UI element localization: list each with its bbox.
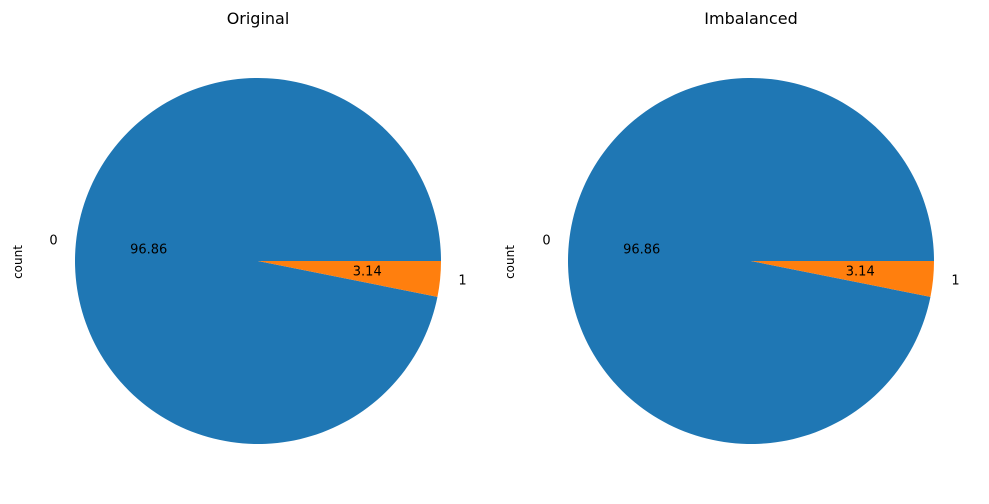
slice-percent-label: 96.86 bbox=[130, 243, 167, 258]
pie-slice-0 bbox=[568, 77, 934, 444]
pie-slice-0 bbox=[74, 77, 442, 444]
slice-category-label: 0 bbox=[49, 234, 57, 249]
pie-slices-imbalanced: 0 96.86 1 3.14 bbox=[542, 77, 960, 444]
slice-category-label: 1 bbox=[951, 273, 959, 288]
pie-chart-original: Original count 0 96.86 1 3.14 bbox=[11, 9, 467, 444]
y-axis-label-imbalanced: count bbox=[503, 245, 517, 279]
slice-percent-label: 3.14 bbox=[846, 264, 875, 279]
y-axis-label-original: count bbox=[11, 245, 25, 279]
pie-slice-1 bbox=[751, 261, 934, 297]
chart-title-original: Original bbox=[227, 9, 290, 28]
slice-category-label: 0 bbox=[542, 234, 550, 249]
slice-percent-label: 3.14 bbox=[353, 264, 382, 279]
chart-title-imbalanced: Imbalanced bbox=[704, 9, 797, 28]
pie-slice-1 bbox=[258, 261, 441, 297]
slice-category-label: 1 bbox=[458, 273, 466, 288]
pie-slices-original: 0 96.86 1 3.14 bbox=[49, 77, 467, 444]
slice-percent-label: 96.86 bbox=[623, 243, 660, 258]
pie-chart-imbalanced: Imbalanced count 0 96.86 1 3.14 bbox=[503, 9, 960, 444]
